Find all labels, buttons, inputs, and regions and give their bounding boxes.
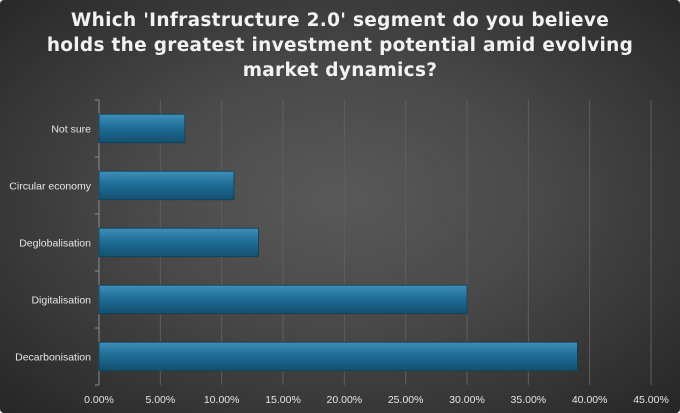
x-tick-label: 25.00% [388, 394, 424, 406]
y-tick-label: Not sure [51, 124, 91, 136]
y-tick-label: Circular economy [9, 181, 91, 193]
axis-labels: 0.00% 5.00% 10.00% 15.00% 20.00% 25.00% 30.00%… [9, 124, 669, 407]
y-tick-label: Deglobalisation [19, 238, 91, 250]
y-tick-label: Decarbonisation [15, 352, 91, 364]
x-tick-label: 35.00% [511, 394, 547, 406]
bar [98, 227, 259, 258]
x-tick-label: 20.00% [327, 394, 363, 406]
x-tick-label: 10.00% [204, 394, 240, 406]
x-tick-label: 45.00% [633, 394, 669, 406]
x-tick-label: 0.00% [84, 394, 114, 406]
bar [98, 341, 578, 372]
x-tick-label: 40.00% [572, 394, 608, 406]
y-tick-label: Digitalisation [31, 295, 91, 307]
x-tick-label: 30.00% [449, 394, 485, 406]
bars [98, 113, 578, 372]
chart-title: Which 'Infrastructure 2.0' segment do yo… [46, 10, 634, 81]
x-tick-label: 15.00% [265, 394, 301, 406]
bar [98, 113, 186, 144]
bar [98, 284, 468, 315]
x-tick-label: 5.00% [145, 394, 175, 406]
bar [98, 170, 235, 201]
